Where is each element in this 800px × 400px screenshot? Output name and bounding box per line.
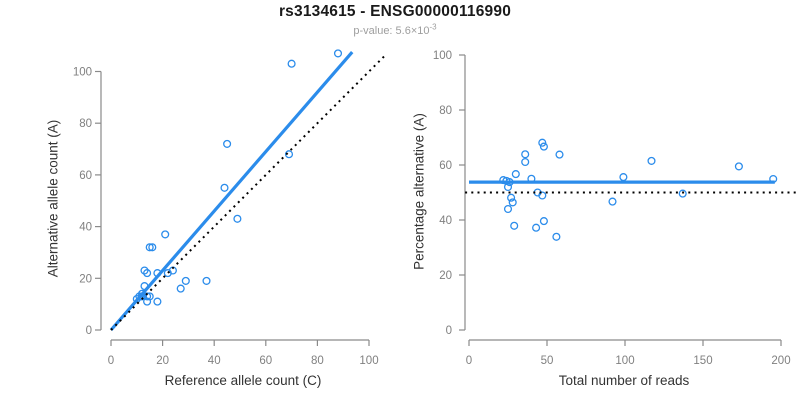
x-tick-label: 100: [615, 355, 634, 367]
x-tick-label: 50: [541, 355, 554, 367]
data-point: [647, 156, 656, 165]
data-point: [538, 191, 547, 200]
data-point: [176, 284, 185, 293]
right-x-axis-title: Total number of reads: [558, 373, 690, 388]
allele-counts-panel: 0 20 40 60 80 100 0 20 40 60 80 100: [73, 49, 387, 367]
y-tick-label: 0: [86, 325, 92, 337]
x-tick-label: 0: [108, 355, 114, 367]
x-tick-label: 100: [359, 355, 378, 367]
data-point: [145, 243, 154, 252]
fit-line: [109, 51, 354, 332]
x-tick-label: 200: [771, 355, 790, 367]
left-x-axis-title: Reference allele count (C): [164, 373, 322, 388]
data-point: [552, 232, 561, 241]
data-point: [521, 157, 530, 167]
y-tick-label: 100: [73, 67, 92, 79]
y-tick-label: 100: [433, 50, 452, 62]
data-point: [287, 59, 296, 68]
p-value-text: p-value: 5.6×10: [353, 25, 430, 37]
x-tick-label: 40: [208, 355, 221, 367]
data-point: [143, 297, 152, 306]
data-point: [135, 292, 144, 301]
y-tick-label: 40: [439, 215, 452, 227]
y-tick-label: 20: [439, 270, 452, 282]
data-point: [507, 193, 516, 202]
data-point: [333, 49, 343, 58]
data-point: [181, 276, 190, 285]
data-point: [223, 139, 232, 148]
data-point: [608, 197, 617, 206]
data-point: [220, 183, 229, 192]
data-point: [143, 269, 152, 278]
data-point: [284, 150, 294, 159]
y-tick-label: 80: [439, 105, 452, 117]
data-point: [140, 266, 149, 275]
data-point: [539, 142, 548, 151]
identity-line: [110, 53, 387, 331]
data-point: [539, 217, 548, 226]
data-point: [521, 150, 530, 159]
data-point: [532, 223, 541, 232]
data-point: [233, 214, 242, 223]
data-point: [678, 189, 687, 198]
plot-title: rs3134615 - ENSG00000116990: [278, 3, 512, 20]
y-tick-label: 20: [79, 273, 92, 285]
data-point: [153, 297, 162, 306]
data-point: [511, 170, 520, 179]
y-tick-label: 60: [79, 170, 92, 182]
x-tick-label: 20: [156, 355, 169, 367]
percentage-vs-coverage-panel: 0 50 100 150 200 0 20 40 60 80 100: [433, 50, 797, 367]
data-point: [202, 276, 211, 285]
y-tick-label: 40: [79, 222, 92, 234]
data-point: [619, 173, 628, 182]
data-point: [734, 162, 743, 171]
x-tick-label: 150: [693, 355, 712, 367]
plot-subtitle: p-value: 5.6×10-3: [0, 22, 790, 37]
right-y-axis-title: Percentage alternative (A): [411, 113, 427, 270]
y-tick-label: 60: [439, 160, 452, 172]
y-tick-label: 80: [79, 118, 92, 130]
data-point: [503, 204, 513, 214]
left-y-axis-title: Alternative allele count (A): [45, 119, 61, 278]
data-point: [148, 243, 157, 252]
data-point: [538, 138, 547, 147]
p-value-exponent: -3: [429, 22, 437, 32]
data-point: [143, 292, 152, 301]
data-point: [510, 221, 519, 230]
data-point: [555, 150, 564, 159]
x-tick-label: 60: [259, 355, 272, 367]
x-tick-label: 0: [466, 355, 472, 367]
y-tick-label: 0: [446, 325, 452, 337]
x-tick-label: 80: [311, 355, 324, 367]
data-point: [161, 230, 170, 239]
data-point: [508, 198, 517, 207]
